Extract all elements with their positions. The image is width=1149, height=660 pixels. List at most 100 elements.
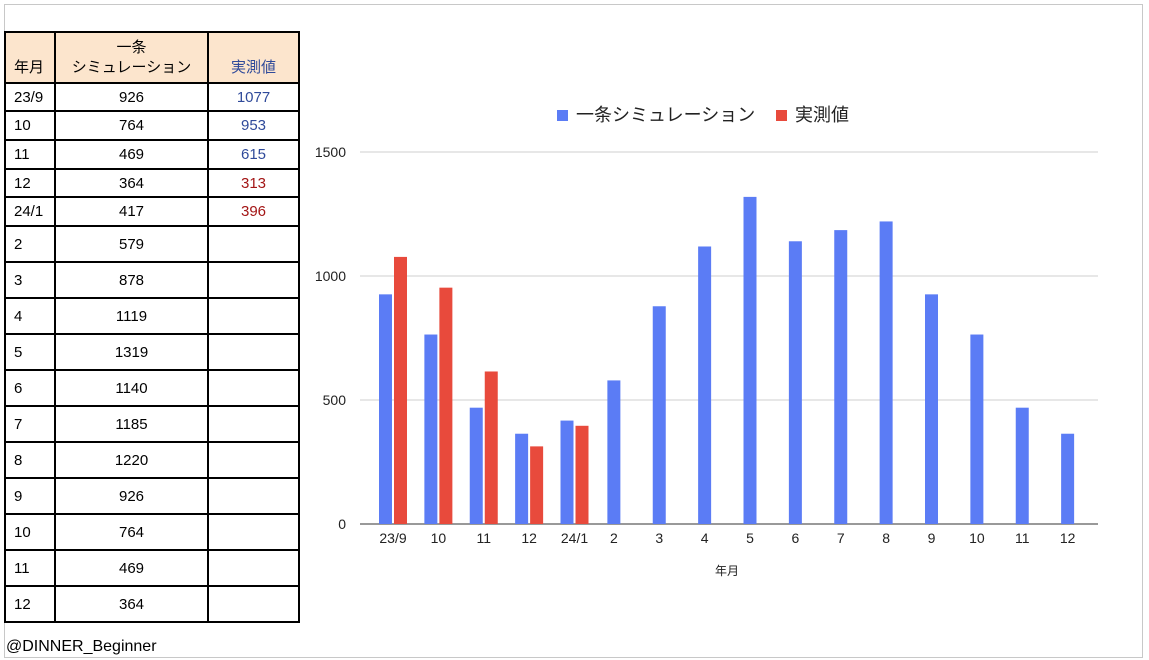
table-row: 10 764 953	[4, 110, 300, 141]
cell-simulation: 579	[54, 225, 209, 263]
header-simulation-line1: 一条	[116, 38, 147, 56]
cell-simulation: 1319	[54, 333, 209, 371]
cell-simulation: 469	[54, 139, 209, 170]
cell-month: 10	[4, 110, 56, 141]
cell-simulation: 1119	[54, 297, 209, 335]
table-row: 24/1 417 396	[4, 196, 300, 227]
header-simulation-line2: シミュレーション	[71, 58, 192, 76]
cell-simulation: 1140	[54, 369, 209, 407]
legend-swatch-actual	[776, 110, 787, 121]
bar-simulation	[834, 230, 848, 524]
legend-swatch-simulation	[557, 110, 568, 121]
cell-month: 5	[4, 333, 56, 371]
bar-simulation	[970, 334, 984, 524]
bar-actual	[530, 446, 544, 524]
cell-actual: 396	[207, 196, 300, 227]
x-tick-label: 24/1	[561, 530, 588, 546]
cell-actual	[207, 549, 300, 587]
legend-label-actual: 実測値	[795, 105, 849, 125]
cell-actual: 313	[207, 168, 300, 198]
cell-simulation: 364	[54, 585, 209, 623]
x-tick-label: 3	[655, 530, 663, 546]
x-tick-label: 6	[791, 530, 799, 546]
x-tick-label: 11	[476, 530, 491, 546]
bar-simulation	[469, 407, 483, 524]
cell-actual	[207, 405, 300, 443]
credit-handle: @DINNER_Beginner	[6, 638, 157, 655]
header-simulation: 一条 シミュレーション	[54, 31, 209, 84]
cell-simulation: 364	[54, 168, 209, 198]
y-tick-label: 1000	[315, 268, 346, 284]
x-tick-label: 4	[701, 530, 709, 546]
x-axis-title: 年月	[715, 564, 739, 578]
cell-month: 10	[4, 513, 56, 551]
y-tick-label: 0	[338, 516, 346, 532]
cell-month: 6	[4, 369, 56, 407]
x-tick-label: 11	[1015, 530, 1030, 546]
table-row: 12 364 313	[4, 168, 300, 198]
cell-month: 12	[4, 585, 56, 623]
cell-actual	[207, 261, 300, 299]
table-row: 5 1319	[4, 333, 300, 371]
cell-actual: 615	[207, 139, 300, 170]
cell-month: 24/1	[4, 196, 56, 227]
cell-month: 7	[4, 405, 56, 443]
x-tick-label: 10	[969, 530, 985, 546]
cell-simulation: 764	[54, 513, 209, 551]
cell-month: 8	[4, 441, 56, 479]
table-row: 2 579	[4, 225, 300, 263]
x-tick-label: 8	[882, 530, 890, 546]
bar-simulation	[1061, 433, 1075, 524]
y-tick-label: 1500	[315, 144, 346, 160]
cell-month: 3	[4, 261, 56, 299]
table-row: 6 1140	[4, 369, 300, 407]
cell-actual	[207, 369, 300, 407]
cell-actual	[207, 513, 300, 551]
bar-simulation	[379, 294, 392, 524]
cell-month: 2	[4, 225, 56, 263]
cell-simulation: 926	[54, 82, 209, 112]
x-tick-label: 10	[431, 530, 447, 546]
bar-simulation	[879, 221, 893, 524]
table-row: 11 469	[4, 549, 300, 587]
cell-actual	[207, 477, 300, 515]
x-tick-label: 7	[837, 530, 845, 546]
table-row: 4 1119	[4, 297, 300, 335]
cell-simulation: 1185	[54, 405, 209, 443]
table-row: 8 1220	[4, 441, 300, 479]
y-tick-label: 500	[323, 392, 347, 408]
bar-actual	[394, 256, 407, 524]
cell-simulation: 417	[54, 196, 209, 227]
cell-actual	[207, 333, 300, 371]
cell-actual	[207, 297, 300, 335]
header-actual: 実測値	[207, 31, 300, 84]
cell-month: 12	[4, 168, 56, 198]
x-tick-label: 5	[746, 530, 754, 546]
cell-month: 11	[4, 139, 56, 170]
cell-actual	[207, 225, 300, 263]
cell-actual: 1077	[207, 82, 300, 112]
table-body: 23/9 926 1077 10 764 953 11 469 615 12 364 313 24/1 4…	[4, 82, 300, 623]
cell-simulation: 469	[54, 549, 209, 587]
bar-chart: 0 500 1000 1500 23/9 10 11 12 24/1 2 3 4 5 6 7 8 9 10 11 12…	[315, 105, 1098, 578]
x-tick-label: 2	[610, 530, 618, 546]
bar-simulation	[698, 246, 712, 524]
cell-simulation: 878	[54, 261, 209, 299]
bar-simulation	[1015, 407, 1029, 524]
cell-month: 11	[4, 549, 56, 587]
table-header-row: 年月 一条 シミュレーション 実測値	[4, 31, 300, 84]
bar-simulation	[652, 306, 666, 524]
x-tick-label: 12	[1060, 530, 1076, 546]
cell-month: 23/9	[4, 82, 56, 112]
bar-simulation	[424, 334, 438, 524]
cell-actual	[207, 585, 300, 623]
cell-actual	[207, 441, 300, 479]
legend-label-simulation: 一条シミュレーション	[576, 105, 755, 125]
cell-month: 4	[4, 297, 56, 335]
cell-simulation: 764	[54, 110, 209, 141]
bar-actual	[484, 371, 498, 524]
cell-simulation: 1220	[54, 441, 209, 479]
cell-month: 9	[4, 477, 56, 515]
header-month: 年月	[4, 31, 56, 84]
bar-simulation	[743, 196, 757, 524]
